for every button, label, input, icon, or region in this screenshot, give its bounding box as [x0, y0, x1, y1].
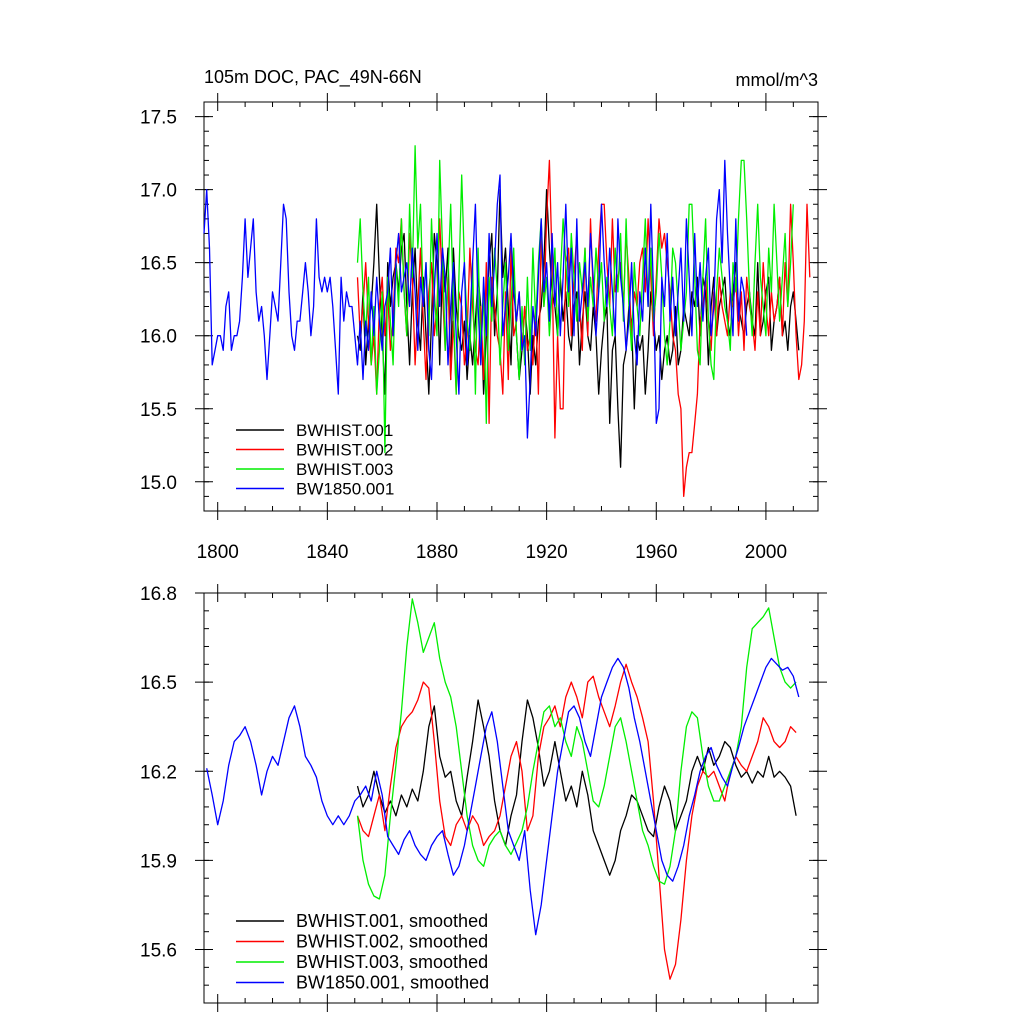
y-tick-label: 16.5	[140, 254, 177, 275]
y-tick-label: 15.5	[140, 400, 177, 421]
y-tick-label: 17.5	[140, 108, 177, 129]
series-line-1	[356, 663, 797, 980]
x-tick-label: 1800	[197, 542, 239, 563]
y-tick-label: 16.0	[140, 327, 177, 348]
x-tick-label: 1840	[306, 542, 348, 563]
legend-label-1: BWHIST.002, smoothed	[296, 932, 488, 952]
chart-units: mmol/m^3	[736, 70, 818, 90]
chart-title: 105m DOC, PAC_49N-66N	[204, 67, 422, 88]
series-line-0	[356, 699, 797, 876]
series-line-3	[206, 657, 800, 936]
bottom-panel: 15.6 15.9 16.2 16.5 16.8 BWHIST.001, smoothed…	[140, 584, 827, 1012]
y-tick-label: 15.9	[140, 851, 177, 872]
x-tick-label: 1920	[525, 542, 567, 563]
x-tick-label: 1960	[635, 542, 677, 563]
y-tick-label: 17.0	[140, 181, 177, 202]
y-tick-label: 15.0	[140, 473, 177, 494]
y-tick-label: 15.6	[140, 941, 177, 962]
series-line-2	[356, 598, 797, 900]
plot-frame	[203, 592, 819, 1004]
legend-label-3: BW1850.001, smoothed	[296, 973, 489, 993]
legend-label-3: BW1850.001	[296, 480, 394, 499]
top-panel: 1800 1840 1880 1920 1960 2000 15.0 15.5 16.0 16.5…	[140, 67, 827, 563]
legend-label-2: BWHIST.003, smoothed	[296, 952, 488, 972]
x-tick-label: 2000	[745, 542, 787, 563]
y-tick-label: 16.2	[140, 762, 177, 783]
y-tick-label: 16.5	[140, 673, 177, 694]
x-tick-label: 1880	[416, 542, 458, 563]
y-tick-label: 16.8	[140, 584, 177, 605]
series-line-0	[356, 188, 800, 468]
legend-label-0: BWHIST.001	[296, 421, 393, 440]
legend-label-0: BWHIST.001, smoothed	[296, 911, 488, 931]
legend-label-2: BWHIST.003	[296, 460, 393, 479]
series-line-3	[203, 159, 748, 439]
legend-label-1: BWHIST.002	[296, 441, 393, 460]
